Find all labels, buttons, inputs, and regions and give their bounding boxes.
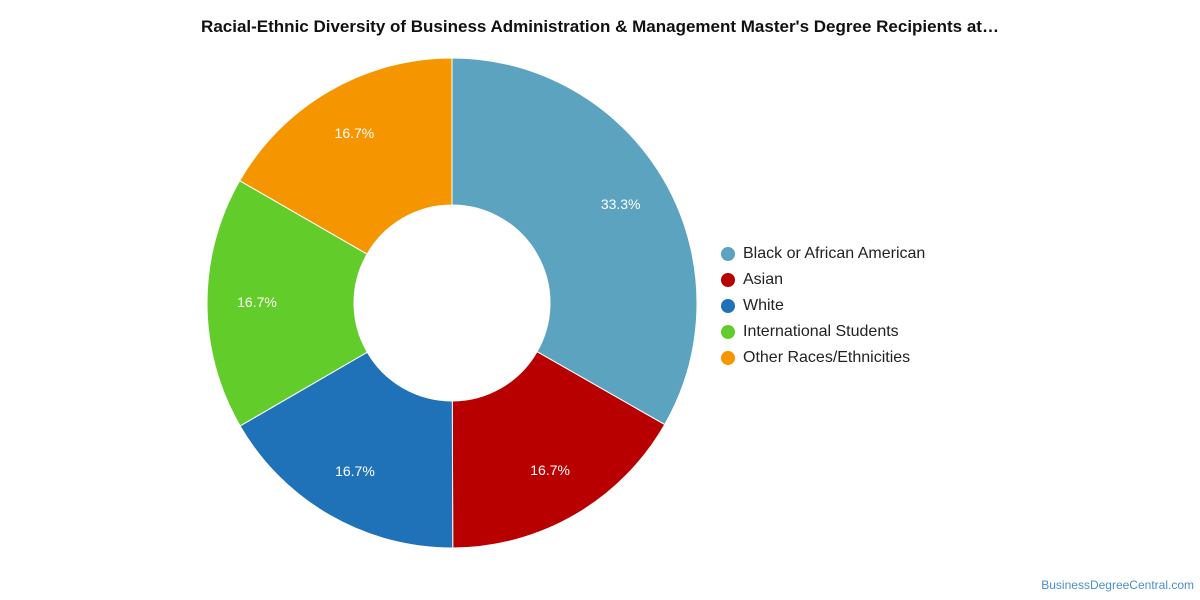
slice-label: 16.7% [335, 463, 375, 479]
slice-label: 33.3% [601, 196, 641, 212]
legend-label: White [743, 297, 784, 314]
chart-title: Racial-Ethnic Diversity of Business Admi… [201, 17, 999, 36]
legend-item[interactable]: International Students [721, 319, 925, 345]
slice-asian[interactable] [451, 350, 666, 549]
legend-item[interactable]: Black or African American [721, 241, 925, 267]
legend-item[interactable]: Other Races/Ethnicities [721, 345, 925, 371]
legend-swatch-icon [721, 325, 735, 339]
legend-item[interactable]: Asian [721, 267, 925, 293]
slice-labels-group: 33.3% 16.7% 16.7% 16.7% 16.7% [237, 125, 640, 479]
legend-label: International Students [743, 323, 899, 340]
chart-legend: Black or African American Asian White Inter… [721, 241, 925, 371]
slice-label: 16.7% [530, 462, 570, 478]
slice-white[interactable] [239, 351, 454, 549]
legend-label: Black or African American [743, 245, 926, 262]
legend-item[interactable]: White [721, 293, 925, 319]
slice-international-students[interactable] [206, 180, 368, 427]
legend-swatch-icon [721, 299, 735, 313]
legend-swatch-icon [721, 351, 735, 365]
slice-other-races-ethnicities[interactable] [239, 57, 453, 255]
slice-black-or-african-american[interactable] [451, 57, 698, 426]
slice-label: 16.7% [335, 125, 375, 141]
legend-label: Asian [743, 271, 784, 288]
slice-label: 16.7% [237, 294, 277, 310]
source-credit[interactable]: BusinessDegreeCentral.com [1041, 578, 1194, 592]
slices-group [206, 57, 698, 549]
legend-label: Other Races/Ethnicities [743, 349, 911, 366]
legend-swatch-icon [721, 247, 735, 261]
legend-swatch-icon [721, 273, 735, 287]
